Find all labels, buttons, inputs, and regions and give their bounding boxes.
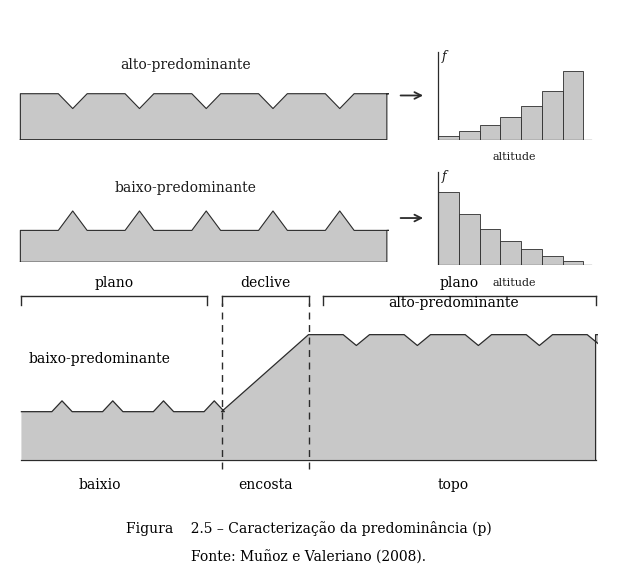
Polygon shape xyxy=(22,335,613,460)
Text: encosta: encosta xyxy=(238,478,292,492)
Bar xyxy=(459,214,480,265)
Text: f: f xyxy=(442,170,447,182)
Polygon shape xyxy=(20,93,421,140)
Polygon shape xyxy=(20,211,421,262)
Bar xyxy=(563,260,583,265)
Text: alto-predominante: alto-predominante xyxy=(120,58,251,72)
Text: plano: plano xyxy=(440,276,479,290)
Text: baixo-predominante: baixo-predominante xyxy=(29,352,171,366)
Text: altitude: altitude xyxy=(493,152,536,162)
Bar xyxy=(459,131,480,140)
Text: altitude: altitude xyxy=(493,278,536,288)
Bar xyxy=(480,125,500,140)
Bar xyxy=(563,71,583,140)
Bar xyxy=(438,136,459,140)
Bar xyxy=(500,241,521,265)
Text: baixio: baixio xyxy=(78,478,121,492)
Bar xyxy=(438,193,459,265)
Text: plano: plano xyxy=(94,276,134,290)
Bar xyxy=(542,91,563,140)
Bar xyxy=(542,256,563,265)
Text: alto-predominante: alto-predominante xyxy=(388,296,519,311)
Bar xyxy=(521,106,542,140)
Text: baixo-predominante: baixo-predominante xyxy=(114,181,256,195)
Text: topo: topo xyxy=(438,478,469,492)
Text: f: f xyxy=(442,50,447,63)
Bar xyxy=(480,229,500,265)
Bar xyxy=(500,117,521,140)
Text: Figura    2.5 – Caracterização da predominância (p): Figura 2.5 – Caracterização da predominâ… xyxy=(126,522,491,536)
Text: declive: declive xyxy=(240,276,290,290)
Text: Fonte: Muñoz e Valeriano (2008).: Fonte: Muñoz e Valeriano (2008). xyxy=(191,551,426,564)
Bar xyxy=(521,249,542,265)
